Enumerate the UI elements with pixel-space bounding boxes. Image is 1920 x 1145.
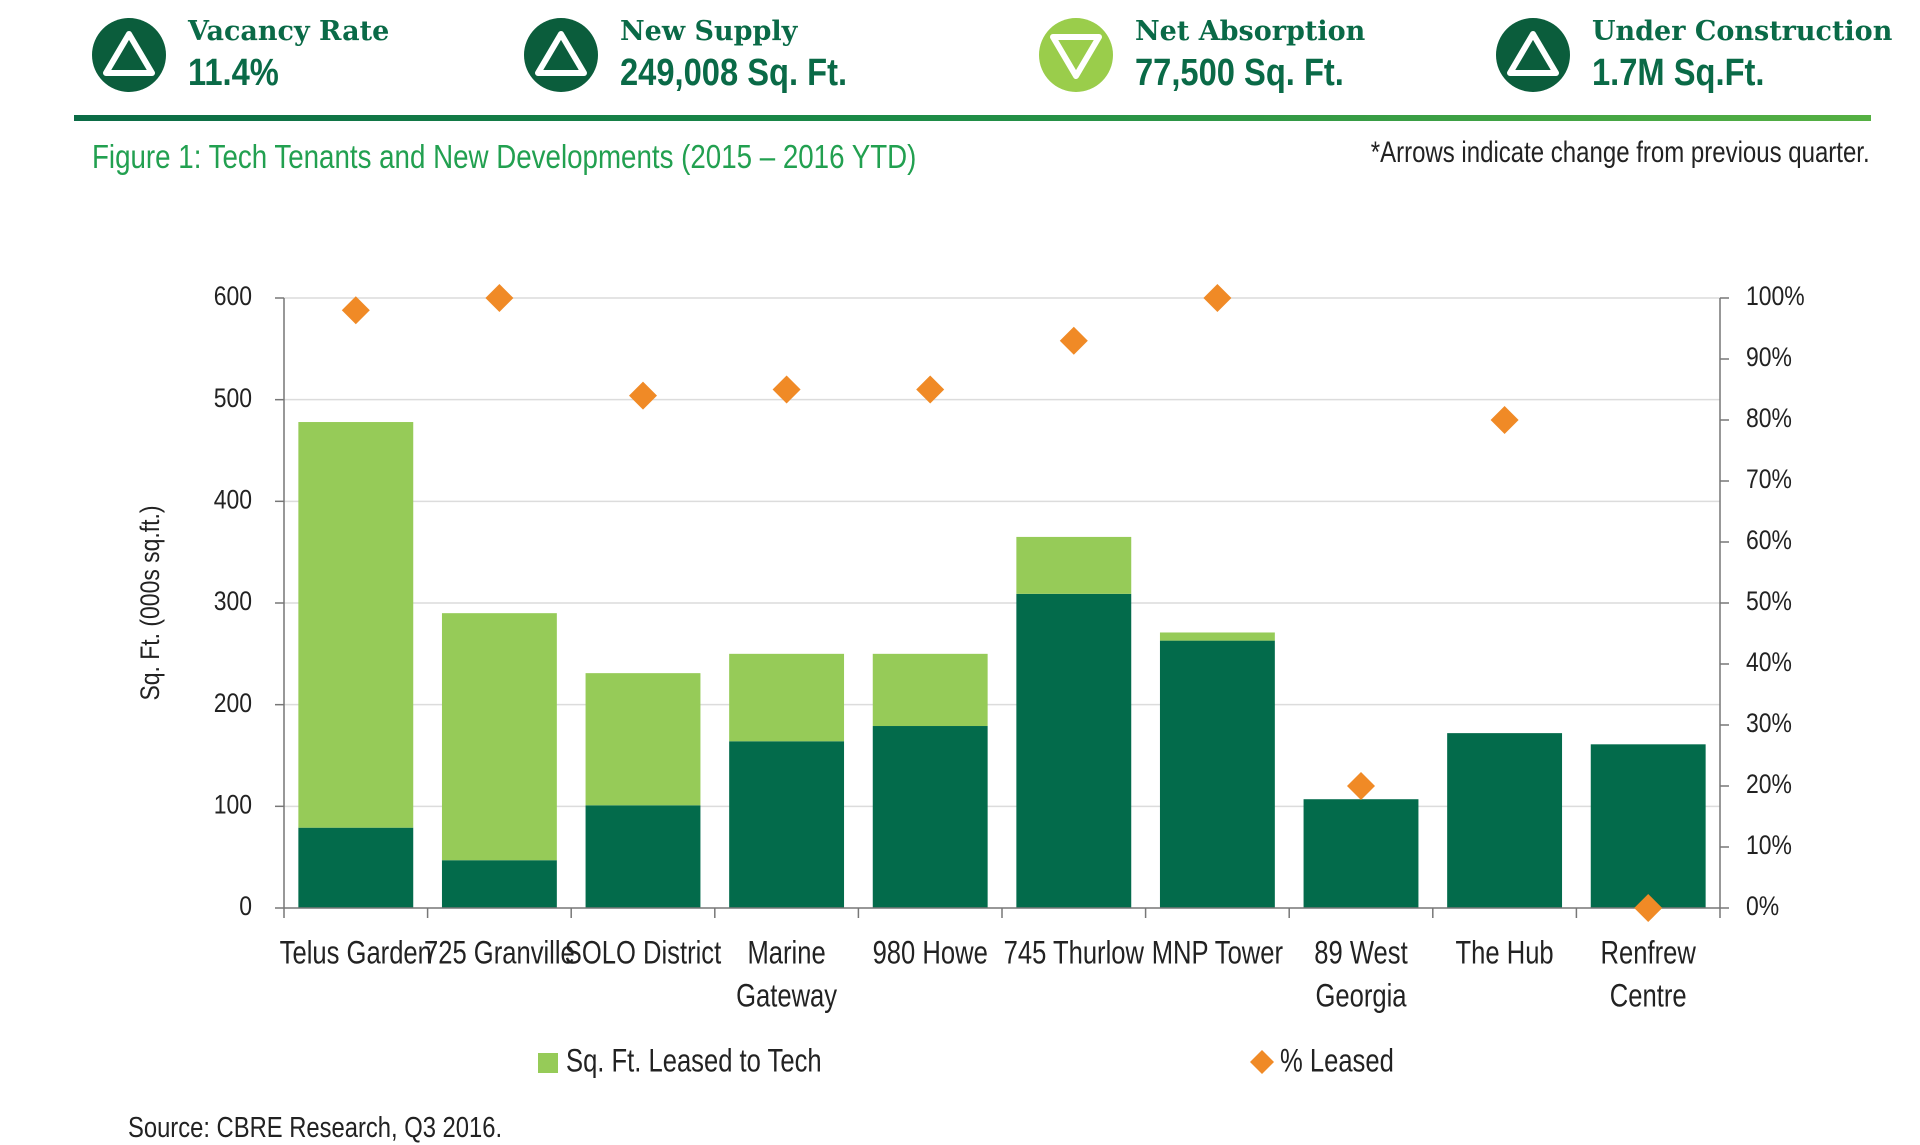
- x-tick-label: 980 Howe: [873, 936, 988, 971]
- arrow-shape: [103, 31, 155, 76]
- bar-segment-base: [872, 726, 988, 908]
- bar-segment-base: [1447, 733, 1563, 908]
- y-tick-label: 500: [214, 383, 252, 413]
- x-tick-label: SOLO District: [565, 936, 721, 971]
- pct-leased-marker: [341, 296, 370, 325]
- stat-label: Under Construction: [1592, 16, 1893, 47]
- bar-segment-base: [729, 741, 845, 908]
- y2-tick-label: 10%: [1746, 830, 1792, 860]
- stat-label: Vacancy Rate: [188, 16, 390, 47]
- y-tick-label: 0: [239, 891, 252, 921]
- stat-label: New Supply: [620, 16, 798, 47]
- bar-segment-base: [1016, 593, 1132, 908]
- stat-value: 249,008 Sq. Ft.: [620, 52, 848, 94]
- stat-badge: [92, 18, 166, 92]
- figure-title: Figure 1: Tech Tenants and New Developme…: [92, 138, 917, 175]
- pct-leased-marker: [772, 375, 801, 404]
- bar-segment-tech: [298, 422, 414, 828]
- stat-value: 1.7M Sq.Ft.: [1592, 52, 1765, 94]
- up-arrow-icon: [1496, 18, 1570, 92]
- pct-leased-marker: [916, 375, 945, 404]
- stat-label: Net Absorption: [1135, 16, 1366, 47]
- y2-tick-label: 40%: [1746, 647, 1792, 677]
- stat-value: 77,500 Sq. Ft.: [1135, 52, 1344, 94]
- header-divider: [74, 115, 1871, 121]
- markers: [341, 284, 1663, 922]
- x-tick-label: Renfrew: [1601, 936, 1696, 971]
- bar-segment-tech: [585, 673, 701, 806]
- y-axis-title: Sq. Ft. (000s sq.ft.): [135, 505, 165, 700]
- pct-leased-marker: [1059, 326, 1088, 355]
- figure-note: *Arrows indicate change from previous qu…: [1371, 136, 1870, 169]
- bar-segment-tech: [729, 653, 845, 742]
- x-tick-label: Telus Garden: [280, 936, 432, 971]
- bar-segment-base: [1159, 640, 1275, 908]
- chart: 0 100 200 300 400 500 600 0% 10% 20% 30% 40% 50% 60% 7…: [135, 281, 1805, 1079]
- arrow-shape: [1050, 34, 1102, 79]
- y2-tick-label: 100%: [1746, 281, 1805, 311]
- y-tick-label: 200: [214, 688, 252, 718]
- y2-tick-label: 30%: [1746, 708, 1792, 738]
- down-arrow-icon: [1039, 18, 1113, 92]
- bar-segment-base: [1303, 799, 1419, 908]
- bar-segment-tech: [441, 613, 557, 861]
- y2-tick-label: 50%: [1746, 586, 1792, 616]
- bar-segment-base: [441, 860, 557, 908]
- y-tick-label: 300: [214, 586, 252, 616]
- y2-tick-label: 80%: [1746, 403, 1792, 433]
- source-note: Source: CBRE Research, Q3 2016.: [128, 1112, 503, 1144]
- y-tick-label: 600: [214, 281, 252, 311]
- y2-tick-label: 60%: [1746, 525, 1792, 555]
- arrow-shape: [535, 31, 587, 76]
- pct-leased-marker: [1203, 284, 1232, 312]
- stat-badge: [1039, 18, 1113, 92]
- bars: [298, 422, 1706, 908]
- y2-tick-label: 0%: [1746, 891, 1779, 921]
- y-tick-label: 100: [214, 790, 252, 820]
- bar-segment-base: [1590, 744, 1706, 908]
- pct-leased-marker: [1347, 772, 1375, 800]
- up-arrow-icon: [524, 18, 598, 92]
- x-tick-label: Georgia: [1315, 979, 1407, 1014]
- y2-tick-label: 20%: [1746, 769, 1792, 799]
- x-tick-label: 745 Thurlow: [1004, 936, 1144, 971]
- x-tick-label: 725 Granville: [424, 936, 575, 971]
- x-tick-label: MNP Tower: [1152, 936, 1284, 971]
- up-arrow-icon: [92, 18, 166, 92]
- arrow-shape: [1507, 31, 1559, 76]
- pct-leased-marker: [485, 284, 514, 312]
- y2-tick-label: 70%: [1746, 464, 1792, 494]
- x-tick-label: 89 West: [1314, 936, 1407, 971]
- pct-leased-marker: [1490, 406, 1519, 434]
- y-tick-label: 400: [214, 485, 252, 515]
- bar-segment-tech: [1159, 632, 1275, 641]
- legend-label-tech: Sq. Ft. Leased to Tech: [566, 1044, 822, 1079]
- x-tick-label: Gateway: [736, 979, 837, 1014]
- legend-swatch-tech: [538, 1053, 558, 1073]
- legend: Sq. Ft. Leased to Tech % Leased: [538, 1044, 1394, 1079]
- bar-segment-base: [585, 805, 701, 908]
- x-tick-label: Marine: [747, 936, 825, 971]
- pct-leased-marker: [1634, 894, 1663, 922]
- x-tick-label: The Hub: [1456, 936, 1554, 971]
- stat-value: 11.4%: [188, 52, 279, 94]
- x-tick-label: Centre: [1610, 979, 1687, 1014]
- y2-tick-label: 90%: [1746, 342, 1792, 372]
- legend-label-pct: % Leased: [1280, 1044, 1394, 1079]
- bar-segment-tech: [872, 653, 988, 727]
- stats-bar: Vacancy Rate 11.4% New Supply 249,008 Sq…: [0, 0, 1920, 110]
- stat-badge: [1496, 18, 1570, 92]
- bar-segment-base: [298, 827, 414, 908]
- pct-leased-marker: [629, 381, 657, 410]
- legend-swatch-pct: [1250, 1050, 1274, 1074]
- stat-badge: [524, 18, 598, 92]
- bar-segment-tech: [1016, 536, 1132, 594]
